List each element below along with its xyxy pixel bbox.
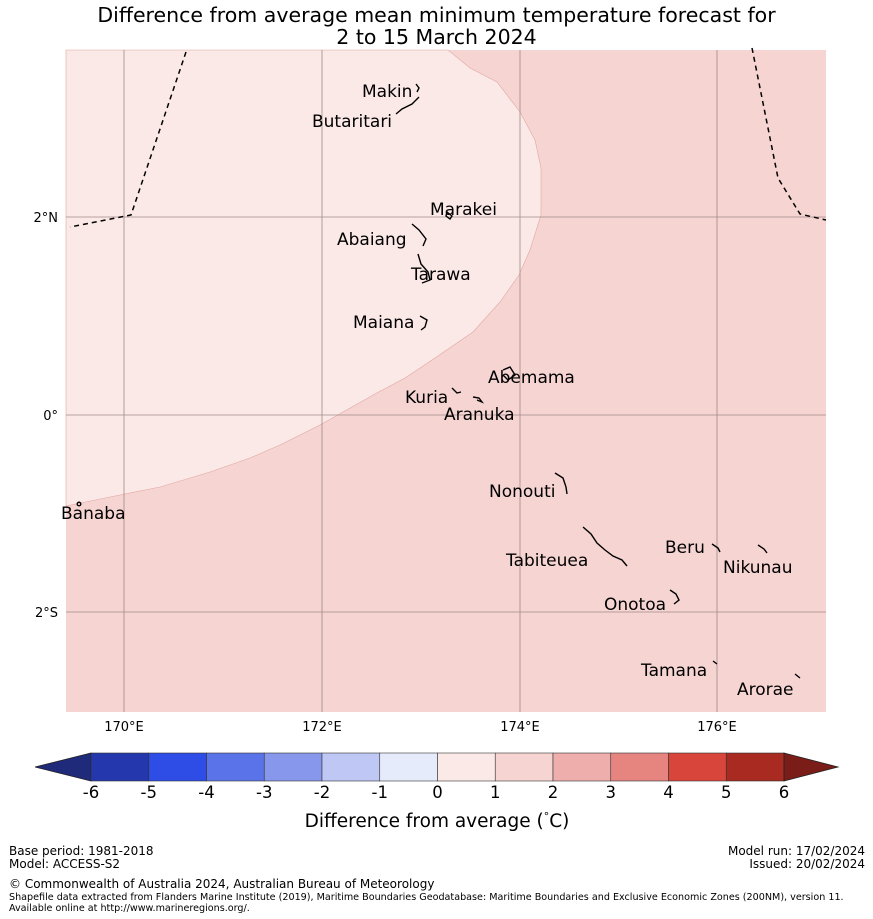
colorbar-swatch — [668, 752, 727, 782]
colorbar-tick-label: 5 — [721, 783, 732, 802]
island-tabiteuea — [582, 526, 628, 567]
label-tamana: Tamana — [640, 661, 707, 681]
label-abemama: Abemama — [488, 368, 575, 388]
graticule — [66, 50, 826, 712]
island-aranuka — [472, 396, 485, 404]
island-makin — [415, 83, 420, 93]
colorbar-swatch — [321, 752, 381, 782]
island-abaiang — [411, 223, 427, 247]
colorbar-label: Difference from average (°C) — [305, 810, 570, 832]
colorbar-tick-label: -4 — [198, 783, 214, 802]
island-nonouti — [554, 472, 568, 495]
model-run: Model run: 17/02/2024 — [727, 844, 865, 858]
island-abemama — [502, 366, 516, 381]
island-kuria — [451, 387, 462, 394]
island-banaba — [76, 501, 82, 507]
island-tamana — [712, 660, 718, 665]
colorbar-tick-label: -1 — [372, 783, 388, 802]
colorbar-swatch — [437, 752, 496, 782]
label-nonouti: Nonouti — [489, 482, 555, 502]
label-beru: Beru — [665, 538, 705, 558]
island-marakei — [445, 210, 453, 221]
label-onotoa: Onotoa — [604, 595, 666, 615]
colorbar-swatch — [379, 752, 438, 782]
island-arorae — [794, 673, 801, 679]
colorbar-tick-label: -2 — [314, 783, 330, 802]
footer-left: Base period: 1981-2018 Model: ACCESS-S2 — [9, 845, 154, 871]
island-beru — [711, 543, 721, 553]
colorbar-swatch — [725, 752, 785, 782]
colorbar-tick-label: -3 — [256, 783, 272, 802]
island-onotoa — [669, 589, 680, 605]
shapefile-credit: Shapefile data extracted from Flanders M… — [9, 892, 844, 914]
colorbar — [34, 752, 840, 782]
colorbar-tick-label: -5 — [141, 783, 157, 802]
island-butaritari — [395, 96, 420, 115]
label-nikunau: Nikunau — [723, 558, 793, 578]
eez-boundary-east — [751, 47, 827, 221]
island-maiana — [419, 315, 428, 331]
lat-label-0: 0° — [43, 409, 58, 424]
base-period: Base period: 1981-2018 — [9, 844, 154, 858]
colorbar-tick-label: 6 — [779, 783, 790, 802]
colorbar-tick-label: 3 — [606, 783, 617, 802]
label-butaritari: Butaritari — [312, 112, 392, 132]
label-banaba: Banaba — [61, 504, 125, 524]
copyright: © Commonwealth of Australia 2024, Austra… — [9, 877, 435, 891]
lon-label-176e: 176°E — [697, 720, 737, 735]
lat-label-2s: 2°S — [35, 606, 58, 621]
title-line-2: 2 to 15 March 2024 — [336, 25, 537, 49]
colorbar-swatch — [552, 752, 612, 782]
colorbar-tick-label: 0 — [432, 783, 443, 802]
label-abaiang: Abaiang — [337, 230, 407, 250]
label-tarawa: Tarawa — [410, 265, 471, 285]
label-kuria: Kuria — [405, 388, 448, 408]
island-tarawa — [417, 253, 431, 284]
colorbar-extend-low — [34, 752, 92, 782]
colorbar-tick-labels: -6 -5 -4 -3 -2 -1 0 1 2 3 4 5 6 — [83, 783, 789, 802]
colorbar-swatch — [148, 752, 207, 782]
title-line-1: Difference from average mean minimum tem… — [97, 3, 776, 27]
issued-date: Issued: 20/02/2024 — [749, 857, 865, 871]
label-arorae: Arorae — [737, 680, 794, 700]
colorbar-extend-high — [783, 752, 840, 782]
colorbar-swatch — [90, 752, 150, 782]
colorbar-tick-label: -6 — [83, 783, 99, 802]
colorbar-tick-label: 1 — [490, 783, 501, 802]
colorbar-swatch — [494, 752, 554, 782]
eez-boundary-west — [69, 51, 187, 228]
label-maiana: Maiana — [353, 313, 414, 333]
colorbar-tick-label: 4 — [663, 783, 674, 802]
lon-label-170e: 170°E — [104, 720, 144, 735]
lon-label-174e: 174°E — [500, 720, 540, 735]
label-tabiteuea: Tabiteuea — [505, 551, 588, 571]
colorbar-swatch — [206, 752, 265, 782]
label-makin: Makin — [362, 82, 412, 102]
label-aranuka: Aranuka — [444, 405, 515, 425]
island-nikunau — [757, 544, 768, 554]
colorbar-swatch — [610, 752, 669, 782]
colorbar-tick-label: 2 — [548, 783, 559, 802]
model-name: Model: ACCESS-S2 — [9, 857, 121, 871]
map-title: Difference from average mean minimum tem… — [0, 4, 873, 48]
label-marakei: Marakei — [430, 200, 497, 220]
lat-label-2n: 2°N — [34, 211, 59, 226]
lon-label-172e: 172°E — [302, 720, 342, 735]
footer-right: Model run: 17/02/2024 Issued: 20/02/2024 — [728, 845, 865, 871]
anomaly-region-0-1 — [65, 49, 542, 507]
colorbar-swatch — [263, 752, 323, 782]
